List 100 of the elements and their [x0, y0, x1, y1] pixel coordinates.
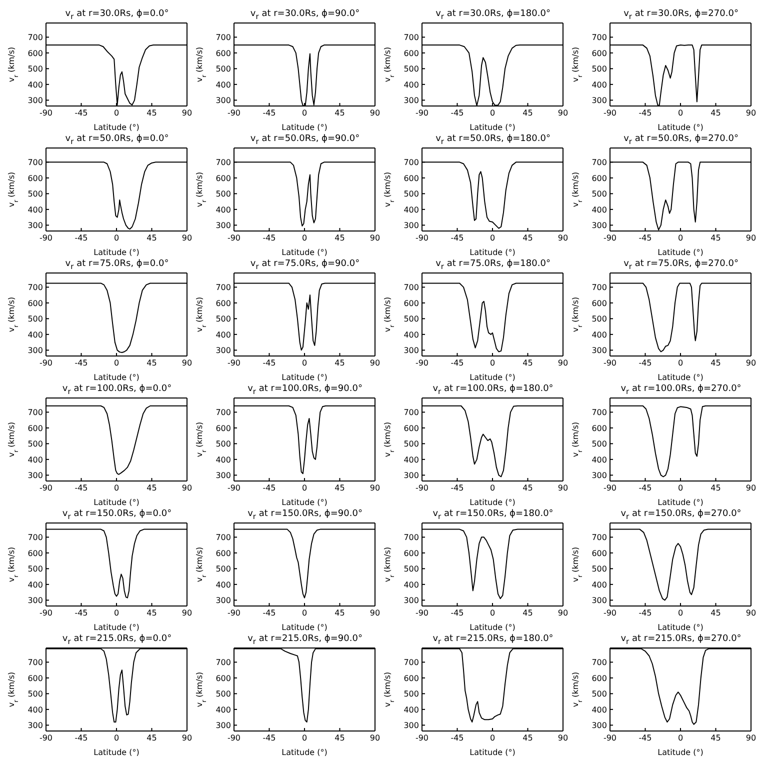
y-tick-label: 300	[404, 721, 419, 730]
y-tick-label: 600	[28, 48, 43, 58]
x-tick-label: 90	[558, 358, 568, 368]
y-tick-label: 700	[592, 283, 607, 292]
x-axis-title: Latitude (°)	[282, 623, 328, 632]
x-tick-label: -90	[415, 734, 429, 743]
x-tick-label: -45	[262, 608, 276, 618]
x-axis-title: Latitude (°)	[470, 248, 516, 257]
y-tick-label: 600	[216, 674, 231, 683]
chart-title: v$_{r}$ at r=75.0Rs, ϕ=90.0°	[249, 258, 361, 271]
x-tick-label: 0	[302, 234, 308, 243]
y-tick-label: 400	[28, 455, 43, 464]
x-tick-label: 0	[114, 234, 120, 243]
x-tick-label: -45	[450, 358, 464, 368]
y-tick-label: 300	[592, 96, 607, 106]
y-tick-label: 400	[592, 455, 607, 464]
x-tick-label: -90	[39, 234, 53, 243]
y-tick-label: 300	[28, 471, 43, 480]
x-tick-label: -45	[450, 734, 464, 743]
x-tick-label: 90	[182, 484, 192, 493]
y-tick-label: 600	[592, 174, 607, 183]
y-tick-label: 400	[28, 705, 43, 714]
y-tick-label: 600	[216, 48, 231, 58]
chart-title: v$_{r}$ at r=150.0Rs, ϕ=270.0°	[620, 508, 742, 521]
x-tick-label: 45	[334, 608, 345, 618]
x-tick-label: -45	[74, 108, 88, 118]
y-tick-label: 700	[28, 33, 43, 42]
x-tick-label: -45	[638, 734, 652, 743]
x-tick-label: 90	[370, 484, 380, 493]
x-tick-label: -90	[227, 608, 241, 618]
y-tick-label: 500	[28, 64, 43, 74]
x-axis-title: Latitude (°)	[282, 248, 328, 257]
y-tick-label: 300	[592, 596, 607, 606]
x-tick-label: 45	[146, 484, 157, 493]
x-tick-label: 0	[490, 608, 496, 618]
x-tick-label: 45	[710, 234, 721, 243]
x-tick-label: -45	[262, 734, 276, 743]
x-tick-label: 90	[182, 108, 192, 118]
x-axis-title: Latitude (°)	[658, 373, 704, 382]
x-tick-label: 45	[334, 234, 345, 243]
y-tick-label: 300	[216, 721, 231, 730]
x-tick-label: 45	[334, 734, 345, 743]
y-tick-label: 600	[592, 48, 607, 58]
x-axis-title: Latitude (°)	[470, 623, 516, 632]
y-tick-label: 700	[216, 33, 231, 42]
x-axis-title: Latitude (°)	[470, 498, 516, 507]
x-tick-label: 90	[182, 358, 192, 368]
x-axis-title: Latitude (°)	[282, 498, 328, 507]
chart-title: v$_{r}$ at r=50.0Rs, ϕ=90.0°	[249, 133, 361, 146]
y-tick-label: 300	[216, 596, 231, 606]
x-tick-label: 0	[678, 108, 684, 118]
y-tick-label: 300	[592, 721, 607, 730]
y-tick-label: 600	[404, 48, 419, 58]
y-tick-label: 300	[592, 471, 607, 480]
y-tick-label: 300	[216, 221, 231, 230]
y-tick-label: 700	[404, 158, 419, 168]
x-tick-label: 0	[678, 484, 684, 493]
chart-title: v$_{r}$ at r=75.0Rs, ϕ=270.0°	[622, 258, 740, 271]
x-tick-label: 45	[710, 484, 721, 493]
y-tick-label: 500	[28, 190, 43, 199]
x-tick-label: 90	[370, 108, 380, 118]
y-tick-label: 700	[28, 408, 43, 418]
x-tick-label: 0	[490, 484, 496, 493]
chart-title: v$_{r}$ at r=30.0Rs, ϕ=270.0°	[622, 8, 740, 21]
x-tick-label: 90	[558, 484, 568, 493]
x-axis-title: Latitude (°)	[94, 123, 140, 132]
chart-title: v$_{r}$ at r=215.0Rs, ϕ=90.0°	[246, 633, 364, 646]
x-tick-label: 0	[490, 358, 496, 368]
x-axis-title: Latitude (°)	[470, 748, 516, 757]
y-tick-label: 600	[28, 298, 43, 308]
y-tick-label: 400	[592, 580, 607, 590]
x-tick-label: -90	[415, 484, 429, 493]
x-tick-label: 0	[678, 234, 684, 243]
x-tick-label: 45	[146, 234, 157, 243]
y-tick-label: 500	[592, 690, 607, 699]
y-tick-label: 600	[404, 298, 419, 308]
chart-title: v$_{r}$ at r=75.0Rs, ϕ=0.0°	[64, 258, 170, 271]
x-tick-label: 0	[302, 734, 308, 743]
y-tick-label: 500	[592, 190, 607, 199]
y-tick-label: 300	[404, 221, 419, 230]
y-tick-label: 500	[216, 64, 231, 74]
y-tick-label: 500	[404, 314, 419, 324]
x-tick-label: 45	[710, 358, 721, 368]
y-tick-label: 600	[404, 174, 419, 183]
x-tick-label: 0	[114, 484, 120, 493]
x-tick-label: -90	[603, 234, 617, 243]
x-tick-label: 0	[302, 108, 308, 118]
x-axis-title: Latitude (°)	[658, 498, 704, 507]
x-tick-label: 0	[490, 234, 496, 243]
y-tick-label: 500	[216, 440, 231, 449]
x-tick-label: 90	[746, 608, 756, 618]
y-tick-label: 500	[216, 314, 231, 324]
y-tick-label: 600	[216, 548, 231, 558]
y-tick-label: 700	[592, 533, 607, 542]
x-tick-label: 90	[370, 234, 380, 243]
x-tick-label: 45	[146, 608, 157, 618]
x-axis-title: Latitude (°)	[282, 123, 328, 132]
y-tick-label: 400	[28, 205, 43, 214]
y-tick-label: 400	[404, 205, 419, 214]
y-tick-label: 400	[216, 580, 231, 590]
